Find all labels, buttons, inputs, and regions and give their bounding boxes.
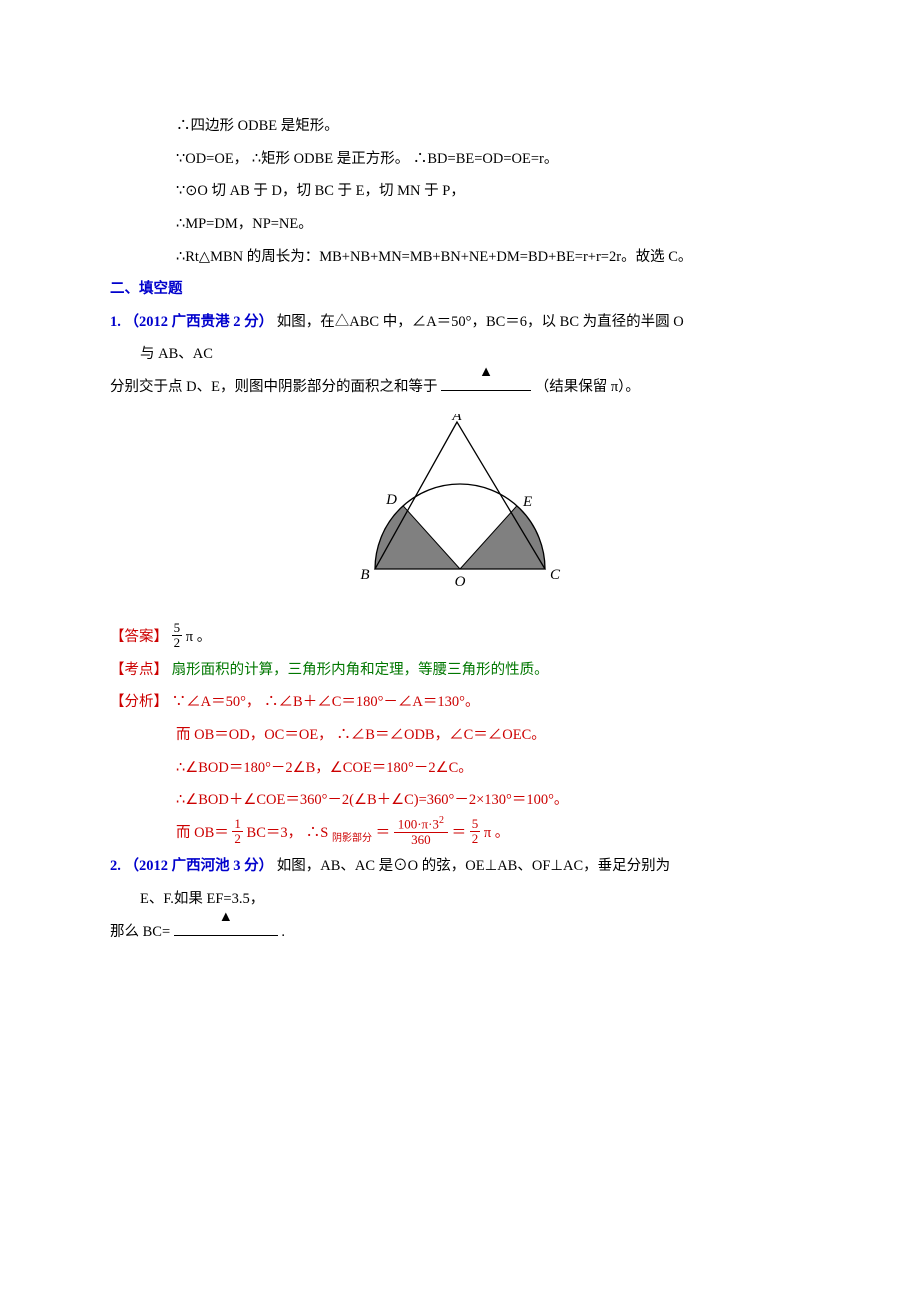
blank-underline: ▲ — [441, 373, 531, 391]
label-A: A — [451, 414, 462, 424]
q1-line-1: 1. （2012 广西贵港 2 分） 如图，在△ABC 中，∠A＝50°，BC＝… — [110, 306, 810, 339]
fenxi-label: 【分析】 — [110, 694, 168, 710]
q1-stem-a: 如图，在△ABC 中，∠A＝50°，BC＝6，以 BC 为直径的半圆 O — [277, 314, 684, 330]
q1-fenxi-4: ∴∠BOD＋∠COE＝360°－2(∠B＋∠C)=360°－2×130°＝100… — [110, 784, 810, 817]
text: ∴矩形 ODBE 是正方形。 — [252, 151, 409, 167]
frac-result: 5 2 — [470, 817, 481, 847]
text: ∴∠BOD＋∠COE＝360°－2(∠B＋∠C)=360°－2×130°＝100… — [176, 792, 568, 808]
text: ∴S — [306, 825, 329, 841]
proof-line-3: ∵⊙O 切 AB 于 D，切 BC 于 E，切 MN 于 P， — [110, 175, 810, 208]
q1-stem-b: 与 AB、AC — [140, 346, 213, 362]
text: 而 OB＝ — [176, 825, 229, 841]
q2-line-2: E、F.如果 EF=3.5， — [110, 883, 810, 916]
q2-stem-a: 如图，AB、AC 是⊙O 的弦，OE⊥AB、OF⊥AC，垂足分别为 — [277, 858, 670, 874]
proof-line-5: ∴Rt△MBN 的周长为：MB+NB+MN=MB+BN+NE+DM=BD+BE=… — [110, 241, 810, 274]
text: ∴MP=DM，NP=NE。 — [176, 216, 313, 232]
proof-line-1: ∴四边形 ODBE 是矩形。 — [110, 110, 810, 143]
q1-line-3: 分别交于点 D、E，则图中阴影部分的面积之和等于 ▲ （结果保留 π）。 — [110, 371, 810, 404]
subscript: 阴影部分 — [332, 833, 372, 844]
text: ∴BD=BE=OD=OE=r。 — [413, 151, 558, 167]
label-B: B — [360, 567, 369, 583]
label-D: D — [385, 492, 397, 508]
proof-line-2: ∵OD=OE， ∴矩形 ODBE 是正方形。 ∴BD=BE=OD=OE=r。 — [110, 143, 810, 176]
frac-den: 2 — [232, 831, 243, 846]
frac-half: 1 2 — [232, 817, 243, 847]
frac-den: 360 — [394, 832, 448, 848]
text: ∴∠BOD＝180°－2∠B，∠COE＝180°－2∠C。 — [176, 760, 473, 776]
q1-stem-c-pre: 分别交于点 D、E，则图中阴影部分的面积之和等于 — [110, 379, 437, 395]
q1-stem-c-post: （结果保留 π）。 — [535, 379, 640, 395]
text: ∴∠B＋∠C＝180°－∠A＝130°。 — [264, 694, 479, 710]
section-header: 二、填空题 — [110, 273, 810, 306]
text: ∴Rt△MBN 的周长为：MB+NB+MN=MB+BN+NE+DM=BD+BE=… — [176, 249, 692, 265]
q1-fenxi-1: 【分析】 ∵∠A＝50°， ∴∠B＋∠C＝180°－∠A＝130°。 — [110, 686, 810, 719]
frac-num: 100·π·32 — [394, 815, 448, 832]
q2-line-1: 2. （2012 广西河池 3 分） 如图，AB、AC 是⊙O 的弦，OE⊥AB… — [110, 850, 810, 883]
page: ∴四边形 ODBE 是矩形。 ∵OD=OE， ∴矩形 ODBE 是正方形。 ∴B… — [0, 0, 920, 1008]
text: 而 OB＝OD，OC＝OE， — [176, 727, 333, 743]
q1-kaodian: 【考点】 扇形面积的计算，三角形内角和定理，等腰三角形的性质。 — [110, 654, 810, 687]
kaodian-text: 扇形面积的计算，三角形内角和定理，等腰三角形的性质。 — [172, 662, 549, 678]
section-title: 二、填空题 — [110, 281, 183, 297]
frac-num: 5 — [172, 621, 183, 635]
answer-tail: π 。 — [186, 629, 211, 645]
frac-sector: 100·π·32 360 — [394, 815, 448, 848]
text: ∵OD=OE， — [176, 151, 248, 167]
q2-stem-b: E、F.如果 EF=3.5， — [140, 891, 264, 907]
text: ∵∠A＝50°， — [172, 694, 261, 710]
text: π 。 — [484, 825, 509, 841]
proof-line-4: ∴MP=DM，NP=NE。 — [110, 208, 810, 241]
label-C: C — [550, 567, 561, 583]
q2-label: 2. — [110, 858, 121, 874]
blank-underline: ▲ — [174, 917, 278, 935]
q1-label: 1. — [110, 314, 121, 330]
text: ＝ — [452, 825, 467, 841]
frac-num: 5 — [470, 817, 481, 831]
q1-fenxi-3: ∴∠BOD＝180°－2∠B，∠COE＝180°－2∠C。 — [110, 752, 810, 785]
text: ∴∠B＝∠ODB，∠C＝∠OEC。 — [336, 727, 545, 743]
text: ∴四边形 ODBE 是矩形。 — [176, 118, 339, 134]
text: ＝ — [376, 825, 391, 841]
q2-stem-c-pre: 那么 BC= — [110, 924, 170, 940]
triangle-icon: ▲ — [219, 901, 233, 934]
q1-fenxi-2: 而 OB＝OD，OC＝OE， ∴∠B＝∠ODB，∠C＝∠OEC。 — [110, 719, 810, 752]
text: BC＝3， — [247, 825, 303, 841]
q2-line-3: 那么 BC= ▲ . — [110, 916, 810, 949]
answer-label: 【答案】 — [110, 629, 168, 645]
q2-source: （2012 广西河池 3 分） — [125, 858, 274, 874]
frac-den: 2 — [172, 635, 183, 650]
label-O: O — [455, 574, 466, 590]
frac-den: 2 — [470, 831, 481, 846]
q1-source: （2012 广西贵港 2 分） — [125, 314, 274, 330]
answer-fraction: 5 2 — [172, 621, 183, 651]
q1-line-2: 与 AB、AC — [110, 338, 810, 371]
triangle-icon: ▲ — [479, 356, 493, 389]
q1-answer: 【答案】 5 2 π 。 — [110, 621, 810, 654]
label-E: E — [522, 494, 532, 510]
frac-num: 1 — [232, 817, 243, 831]
q2-stem-c-post: . — [281, 924, 285, 940]
text: ∵⊙O 切 AB 于 D，切 BC 于 E，切 MN 于 P， — [176, 183, 465, 199]
q1-figure: A B C D E O — [110, 414, 810, 618]
triangle-semicircle-diagram: A B C D E O — [345, 414, 575, 614]
q1-fenxi-5: 而 OB＝ 1 2 BC＝3， ∴S 阴影部分 ＝ 100·π·32 360 ＝… — [110, 817, 810, 850]
kaodian-label: 【考点】 — [110, 662, 168, 678]
